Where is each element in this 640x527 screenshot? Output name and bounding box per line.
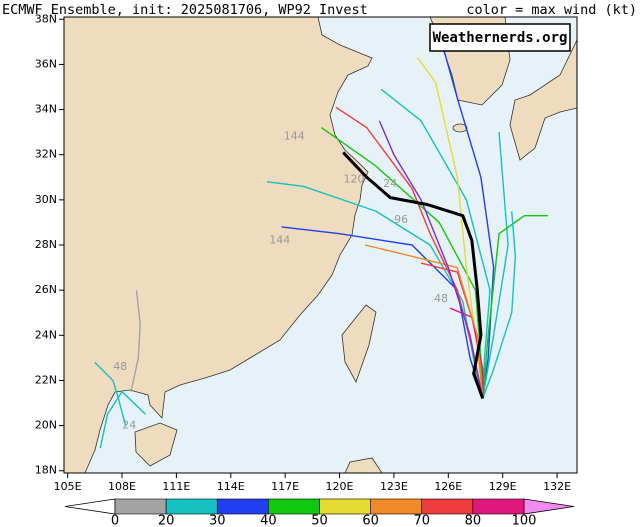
ensemble-track [416, 57, 484, 399]
ensemble-track [482, 211, 517, 399]
colorbar-segment [268, 498, 320, 515]
ensemble-track [281, 226, 484, 399]
jeju [452, 123, 468, 133]
axes: 105E 108E 111E 114E 117E 120E 123E 126E 129E 132E… [35, 12, 571, 493]
hour-label: 48 [113, 360, 127, 373]
ensemble-track [482, 132, 509, 399]
mean-track [342, 151, 485, 400]
colorbar-segment [472, 498, 525, 515]
ensemble-track [482, 214, 548, 399]
colorbar: 0 20 30 40 50 60 70 80 100 [64, 498, 575, 527]
colorbar-label: 50 [311, 514, 328, 527]
x-tick-label: 129E [489, 480, 517, 493]
x-tick-label: 123E [380, 480, 408, 493]
y-tick-label: 26N [35, 283, 57, 296]
x-tick-label: 117E [271, 480, 299, 493]
colorbar-under [64, 498, 116, 515]
ensemble-track [99, 391, 147, 449]
tracks: 144 144 120 96 24 48 48 24 [94, 46, 548, 449]
x-tick-label: 114E [217, 480, 245, 493]
japan [509, 39, 577, 161]
colorbar-segment [319, 498, 371, 515]
colorbar-segment [216, 498, 269, 515]
ensemble-track [378, 120, 484, 399]
colorbar-label: 70 [413, 514, 430, 527]
hour-label: 144 [284, 130, 305, 143]
x-tick-label: 111E [162, 480, 190, 493]
colorbar-label: 60 [362, 514, 379, 527]
colorbar-label: 20 [158, 514, 175, 527]
luzon [344, 457, 383, 473]
title: ECMWF Ensemble, init: 2025081706, WP92 I… [2, 2, 368, 18]
watermark-box [429, 23, 571, 52]
y-tick-label: 24N [35, 328, 57, 341]
y-tick-label: 34N [35, 103, 57, 116]
x-tick-label: 126E [434, 480, 462, 493]
hainan [134, 422, 178, 467]
x-tick-label: 120E [326, 480, 354, 493]
hour-label: 48 [434, 292, 448, 305]
ensemble-track [380, 88, 491, 399]
hour-label: 24 [122, 419, 136, 432]
taiwan [341, 304, 377, 383]
y-tick-label: 36N [35, 57, 57, 70]
colorbar-over [523, 498, 575, 515]
hour-label: 96 [394, 213, 408, 226]
y-tick-label: 18N [35, 464, 57, 477]
ensemble-track [442, 46, 495, 399]
hour-label: 24 [383, 177, 397, 190]
hour-label: 120 [344, 173, 365, 186]
colorbar-segment [421, 498, 474, 515]
colorbar-segment [114, 498, 167, 515]
china [64, 17, 373, 473]
y-tick-label: 28N [35, 238, 57, 251]
map: 144 144 120 96 24 48 48 24 [64, 17, 577, 473]
y-tick-label: 32N [35, 148, 57, 161]
y-tick-label: 30N [35, 193, 57, 206]
legend-note: color = max wind (kt) [466, 2, 637, 18]
ensemble-track [364, 244, 484, 399]
watermark: Weathernerds.org [433, 30, 568, 46]
x-tick-label: 108E [108, 480, 136, 493]
x-tick-label: 105E [54, 480, 82, 493]
colorbar-segment [370, 498, 423, 515]
x-tick-label: 132E [543, 480, 571, 493]
colorbar-label: 80 [465, 514, 482, 527]
colorbar-label: 100 [512, 514, 537, 527]
ensemble-track [130, 290, 141, 392]
colorbar-label: 30 [209, 514, 226, 527]
y-tick-label: 38N [35, 12, 57, 25]
y-tick-label: 20N [35, 419, 57, 432]
ensemble-track [94, 361, 127, 426]
hour-label: 144 [269, 233, 290, 246]
colorbar-segment [165, 498, 218, 515]
colorbar-label: 0 [111, 514, 119, 527]
y-tick-label: 22N [35, 373, 57, 386]
colorbar-label: 40 [260, 514, 277, 527]
